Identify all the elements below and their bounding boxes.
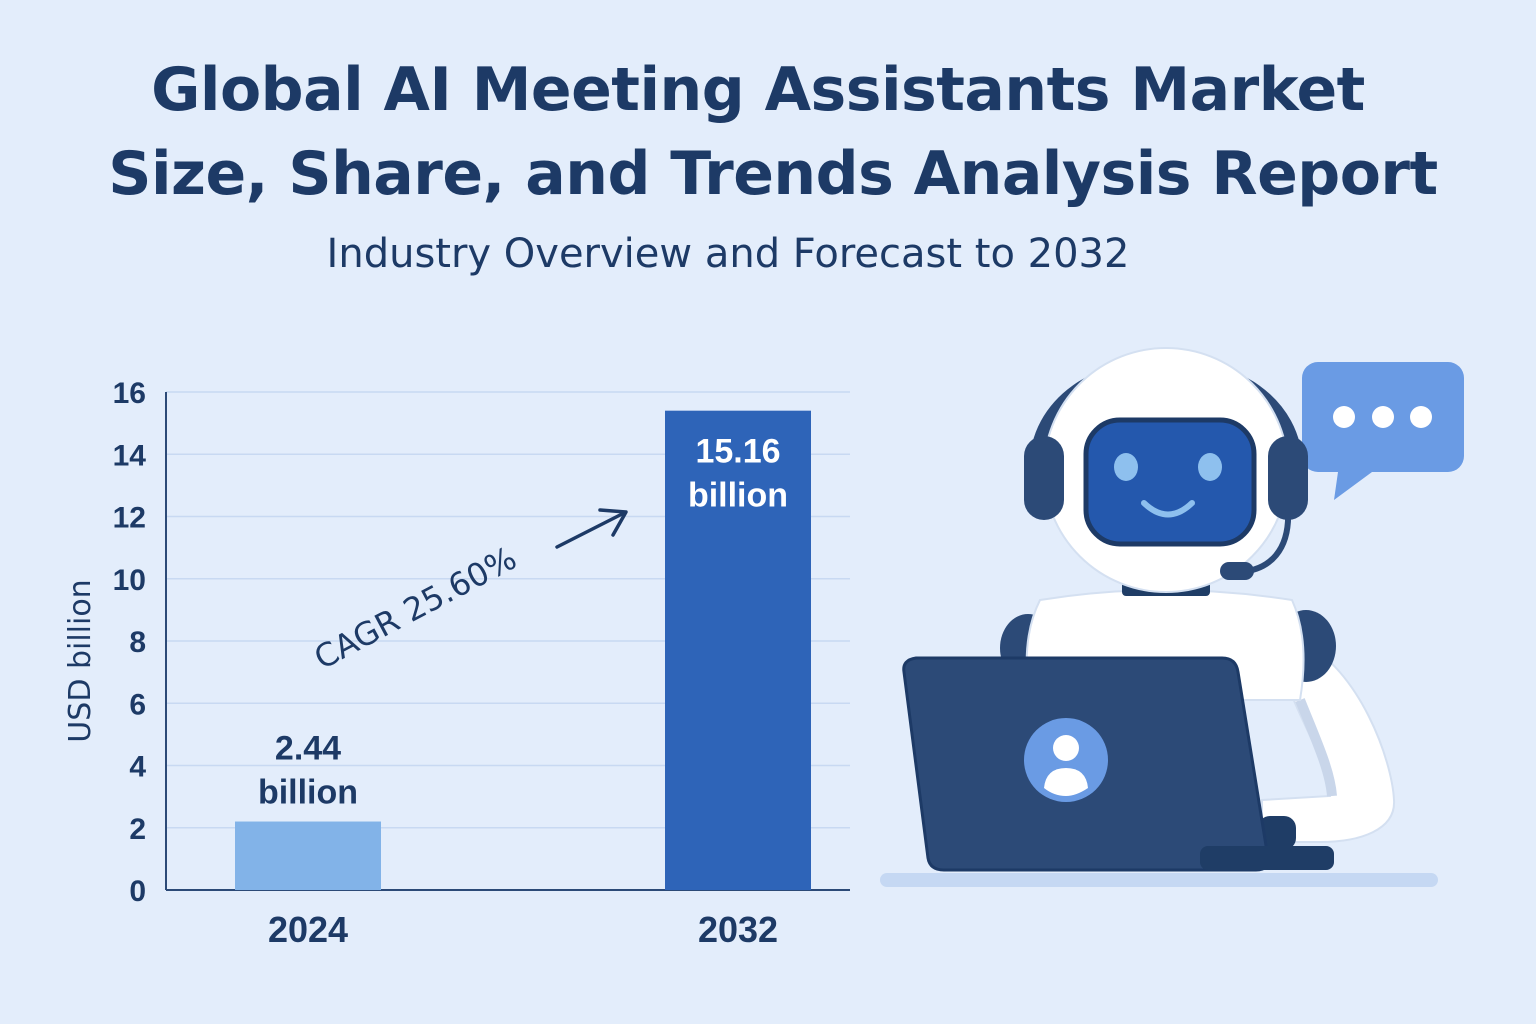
data-label-value-2032: 15.16 [695, 433, 780, 471]
laptop-icon [902, 656, 1334, 872]
x-tick-label-2032: 2032 [698, 909, 778, 950]
chat-bubble-icon [1302, 362, 1464, 500]
y-tick-label: 10 [113, 564, 146, 597]
title-line-2: Size, Share, and Trends Analysis Report [108, 139, 1438, 209]
cagr-annotation: CAGR 25.60% [308, 508, 628, 677]
y-tick-label: 16 [113, 377, 146, 410]
data-label-value-2024: 2.44 [275, 730, 341, 768]
robot-illustration [880, 347, 1464, 887]
y-tick-label: 0 [129, 875, 146, 908]
desk-icon [880, 873, 1438, 887]
page-subtitle: Industry Overview and Forecast to 2032 [326, 231, 1130, 277]
chart-bars: 2024 2.44 billion 2032 15.16 billion [235, 410, 811, 950]
y-tick-label: 4 [129, 751, 146, 784]
cagr-label: CAGR 25.60% [308, 539, 523, 677]
y-axis-label: USD billion [63, 579, 98, 742]
data-label-unit-2024: billion [258, 774, 358, 812]
page-title: Global AI Meeting Assistants Market Size… [0, 48, 1536, 216]
y-tick-label: 8 [129, 626, 146, 659]
y-tick-label: 6 [129, 688, 146, 721]
data-label-unit-2032: billion [688, 477, 788, 515]
y-tick-label: 2 [129, 813, 146, 846]
y-tick-label: 12 [113, 502, 146, 535]
x-tick-label-2024: 2024 [268, 909, 348, 950]
chart-gridlines [166, 391, 850, 829]
y-axis-ticks: 0 2 4 6 8 10 12 14 16 [113, 377, 147, 908]
cagr-arrow-icon [555, 508, 628, 549]
bar-2024 [235, 821, 381, 890]
bar-chart: 0 2 4 6 8 10 12 14 16 USD billion 2024 2.44 billio… [63, 377, 850, 950]
bar-2032 [665, 410, 811, 890]
y-tick-label: 14 [113, 439, 147, 472]
title-line-1: Global AI Meeting Assistants Market [151, 55, 1365, 125]
